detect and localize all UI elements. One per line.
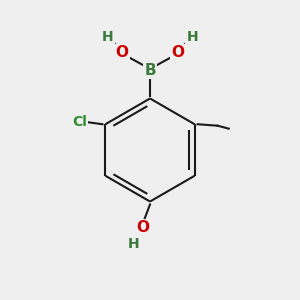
Text: O: O — [172, 45, 184, 60]
Text: O: O — [116, 45, 128, 60]
Text: B: B — [144, 63, 156, 78]
Text: H: H — [102, 30, 114, 44]
Text: Cl: Cl — [72, 115, 87, 129]
Text: H: H — [128, 237, 140, 250]
Text: O: O — [136, 220, 149, 235]
Text: H: H — [186, 30, 198, 44]
